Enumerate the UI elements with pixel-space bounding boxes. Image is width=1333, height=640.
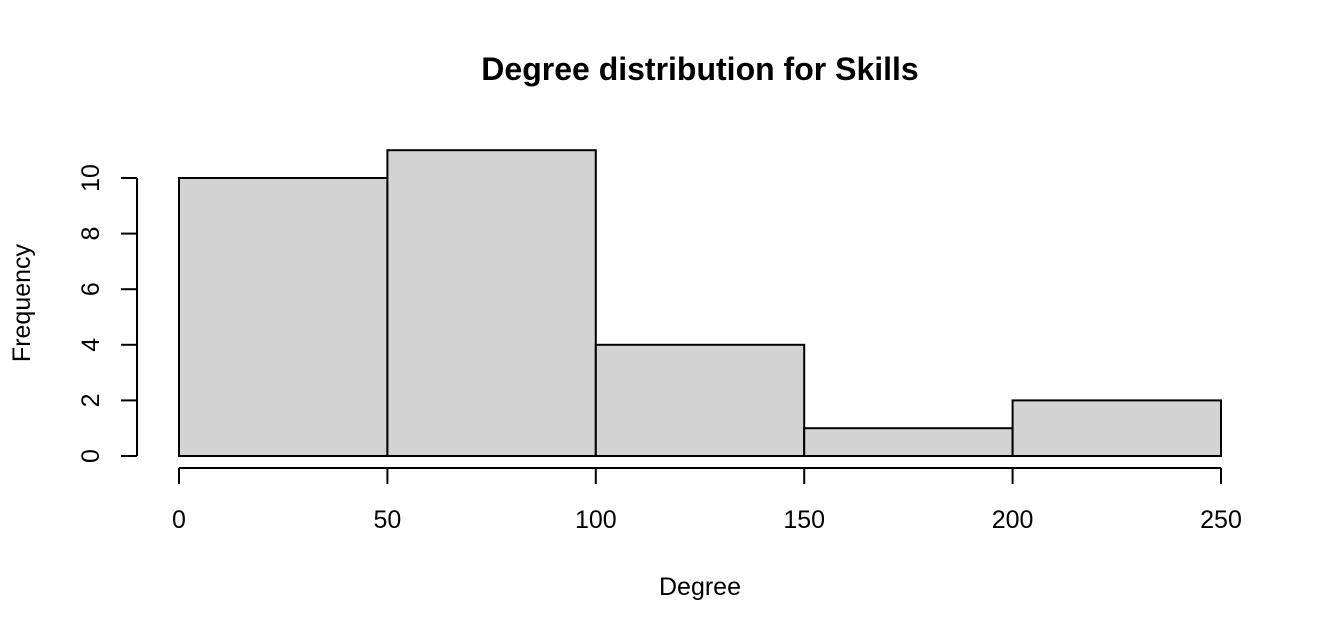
- y-tick-label: 6: [77, 282, 105, 296]
- x-axis-label: Degree: [659, 573, 741, 601]
- x-tick-label: 150: [783, 506, 825, 534]
- y-tick-label: 8: [77, 227, 105, 241]
- y-axis-label: Frequency: [8, 243, 36, 362]
- x-tick-label: 50: [373, 506, 401, 534]
- x-tick-label: 200: [992, 506, 1034, 534]
- x-tick-label: 250: [1200, 506, 1242, 534]
- histogram-bar-150-200: [803, 427, 1014, 458]
- histogram-bar-50-100: [386, 149, 597, 457]
- y-tick-label: 10: [77, 164, 105, 192]
- x-tick-label: 100: [575, 506, 617, 534]
- y-tick-label: 4: [77, 338, 105, 352]
- chart-title: Degree distribution for Skills: [481, 51, 918, 87]
- bars-group: [178, 149, 1222, 458]
- histogram-bar-0-50: [178, 177, 389, 457]
- x-axis: 0 50 100 150 200 250: [172, 467, 1242, 534]
- y-axis: 0 2 4 6 8 10: [77, 164, 138, 463]
- histogram-bar-200-250: [1011, 399, 1222, 457]
- y-tick-label: 0: [77, 449, 105, 463]
- y-tick-label: 2: [77, 393, 105, 407]
- histogram-bar-100-150: [594, 343, 806, 457]
- x-tick-label: 0: [172, 506, 186, 534]
